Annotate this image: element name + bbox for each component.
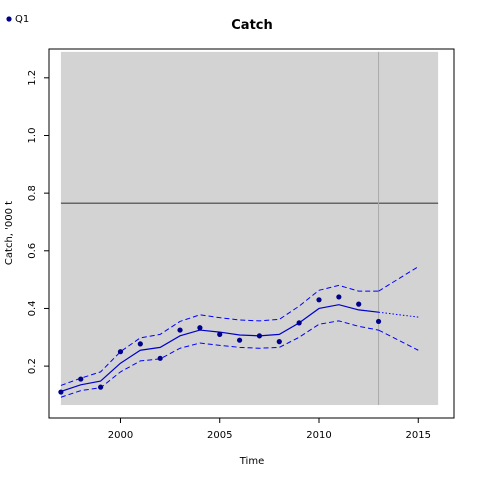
x-tick-label: 2015 xyxy=(406,430,431,441)
data-point xyxy=(217,331,223,337)
data-point xyxy=(137,341,143,347)
data-point xyxy=(157,355,163,361)
data-point xyxy=(316,297,322,303)
data-point xyxy=(177,327,183,333)
legend-marker xyxy=(6,16,12,22)
lower-bound-line xyxy=(60,320,379,398)
y-tick-label: 0.4 xyxy=(27,301,38,317)
data-point xyxy=(356,301,362,307)
data-point xyxy=(98,384,104,390)
legend-entry-q1: Q1 xyxy=(15,14,29,25)
shaded-region xyxy=(60,51,439,406)
x-axis: 2000 2005 2010 2015 xyxy=(108,418,431,441)
x-tick-label: 2005 xyxy=(207,430,232,441)
data-point xyxy=(256,333,263,339)
data-point xyxy=(117,349,124,355)
data-point xyxy=(197,325,203,331)
y-tick-label: 1.2 xyxy=(27,70,38,86)
chart-title: Catch xyxy=(231,18,273,33)
data-point xyxy=(236,337,243,343)
y-tick-label: 0.2 xyxy=(27,358,38,374)
upper-bound-line xyxy=(60,284,379,386)
data-point xyxy=(276,339,282,345)
data-point xyxy=(296,320,302,326)
data-point xyxy=(336,294,342,300)
observed-points xyxy=(58,294,382,395)
legend: Q1 xyxy=(6,14,29,25)
y-tick-label: 1.0 xyxy=(27,128,38,144)
y-tick-label: 0.8 xyxy=(27,185,38,201)
data-point xyxy=(78,376,84,382)
x-tick-label: 2000 xyxy=(108,430,133,441)
y-axis-label: Catch, '000 t xyxy=(4,201,15,265)
x-axis-label: Time xyxy=(239,456,264,467)
y-axis: 0.2 0.4 0.6 0.8 1.0 1.2 xyxy=(27,70,49,374)
y-tick-label: 0.6 xyxy=(27,243,38,259)
data-point xyxy=(375,318,382,325)
x-tick-label: 2010 xyxy=(306,430,331,441)
plot-frame xyxy=(48,48,455,419)
data-point xyxy=(58,389,64,395)
